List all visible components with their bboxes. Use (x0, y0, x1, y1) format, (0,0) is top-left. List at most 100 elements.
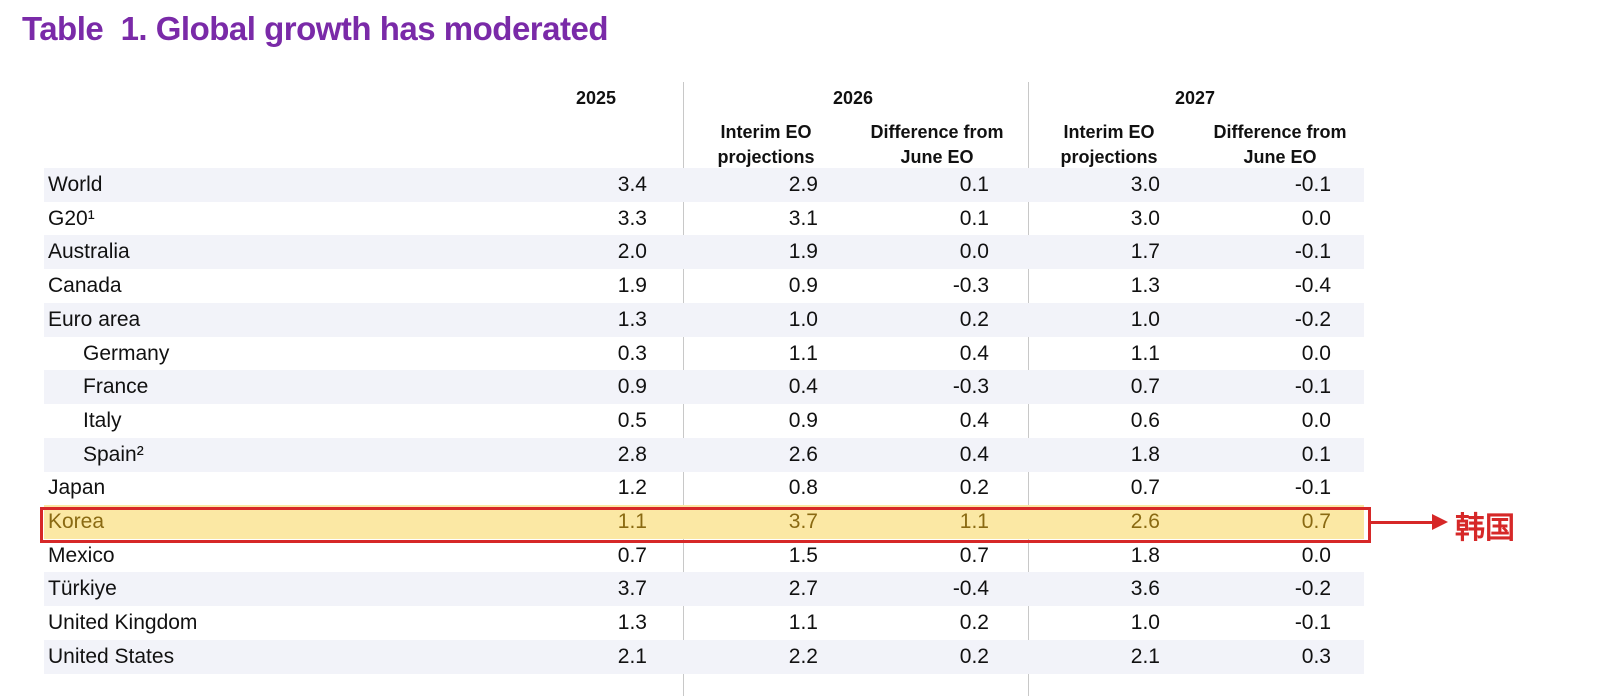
value-cell: 2.6 (1130, 510, 1160, 533)
value-cell: 1.8 (1130, 442, 1160, 466)
table-title: Table 1. Global growth has moderated (22, 10, 609, 47)
value-cell: 0.0 (1301, 206, 1331, 230)
value-cell: 2.0 (617, 240, 647, 264)
row-label: World (48, 173, 103, 196)
value-cell: -0.2 (1294, 307, 1331, 331)
value-cell: -0.3 (952, 274, 989, 298)
value-cell: 0.5 (617, 408, 647, 432)
value-cell: -0.1 (1294, 375, 1331, 399)
header-2026: 2026 (832, 88, 874, 108)
table-row: Korea 1.1 3.7 1.1 2.6 0.7 (44, 505, 1364, 539)
table-row: Japan 1.2 0.8 0.2 0.7 -0.1 (44, 471, 1364, 505)
value-cell: 1.3 (1130, 274, 1160, 298)
table-row: Mexico 0.7 1.5 0.7 1.8 0.0 (44, 539, 1364, 573)
row-label: Spain² (83, 442, 144, 466)
value-cell: 1.0 (1130, 307, 1160, 331)
table-row: Canada 1.9 0.9 -0.3 1.3 -0.4 (44, 269, 1364, 303)
row-label: Australia (48, 240, 130, 264)
value-cell: 0.7 (1130, 375, 1160, 399)
highlight-box (40, 507, 1371, 543)
value-cell: 0.8 (788, 476, 818, 500)
value-cell: 0.2 (959, 476, 989, 500)
value-cell: 1.2 (617, 476, 647, 500)
row-label: G20¹ (48, 206, 95, 230)
value-cell: 1.1 (1130, 341, 1160, 365)
row-label: Japan (48, 476, 106, 500)
value-cell: 3.7 (617, 577, 647, 601)
value-cell: 2.7 (788, 577, 818, 601)
value-cell: -0.2 (1294, 577, 1331, 601)
value-cell: 0.3 (617, 341, 647, 365)
table-row: World 3.4 2.9 0.1 3.0 -0.1 (44, 168, 1364, 202)
value-cell: 1.1 (959, 510, 989, 533)
row-label: Korea (48, 510, 105, 533)
value-cell: 0.4 (959, 442, 989, 466)
arrow-line (1368, 521, 1434, 524)
value-cell: 3.3 (617, 206, 647, 230)
value-cell: 2.1 (617, 644, 647, 668)
value-cell: 1.5 (788, 543, 818, 567)
value-cell: 1.1 (617, 510, 647, 533)
value-cell: 0.4 (959, 408, 989, 432)
header-line: Difference from (1213, 122, 1347, 142)
value-cell: 3.7 (788, 510, 818, 533)
value-cell: -0.1 (1294, 240, 1331, 264)
value-cell: 0.7 (1301, 510, 1331, 533)
value-cell: 1.3 (617, 611, 647, 635)
row-label: Germany (83, 341, 170, 365)
value-cell: 2.6 (788, 442, 818, 466)
value-cell: 0.7 (617, 543, 647, 567)
table-row: Italy 0.5 0.9 0.4 0.6 0.0 (44, 404, 1364, 438)
value-cell: 0.9 (617, 375, 647, 399)
row-label: United States (48, 644, 175, 668)
header-2026-difference: Difference from June EO (857, 120, 1017, 170)
value-cell: 1.0 (788, 307, 818, 331)
value-cell: 0.3 (1301, 644, 1331, 668)
header-line: projections (717, 147, 815, 167)
header-line: Difference from (870, 122, 1004, 142)
row-label: Türkiye (48, 577, 117, 601)
arrow-right-icon (1432, 514, 1448, 530)
value-cell: 0.0 (1301, 408, 1331, 432)
row-label: Mexico (48, 543, 115, 567)
row-label: Euro area (48, 307, 141, 331)
value-cell: 0.2 (959, 644, 989, 668)
header-2027-difference: Difference from June EO (1200, 120, 1360, 170)
value-cell: 3.0 (1130, 206, 1160, 230)
value-cell: 1.1 (788, 611, 818, 635)
table-row: United States 2.1 2.2 0.2 2.1 0.3 (44, 639, 1364, 674)
value-cell: 0.0 (1301, 341, 1331, 365)
header-2026-interim: Interim EO projections (696, 120, 836, 170)
row-label: Italy (83, 408, 122, 432)
value-cell: 3.6 (1130, 577, 1160, 601)
value-cell: -0.3 (952, 375, 989, 399)
value-cell: 0.1 (1301, 442, 1331, 466)
table-row: Türkiye 3.7 2.7 -0.4 3.6 -0.2 (44, 572, 1364, 607)
value-cell: 0.0 (959, 240, 989, 264)
value-cell: 1.7 (1130, 240, 1160, 264)
header-2027-interim: Interim EO projections (1039, 120, 1179, 170)
header-2027: 2027 (1174, 88, 1216, 108)
value-cell: 0.0 (1301, 543, 1331, 567)
header-line: Interim EO (720, 122, 812, 142)
value-cell: -0.4 (952, 577, 989, 601)
table-row: Spain² 2.8 2.6 0.4 1.8 0.1 (44, 437, 1364, 472)
value-cell: -0.4 (1294, 274, 1331, 298)
value-cell: -0.1 (1294, 173, 1331, 196)
value-cell: -0.1 (1294, 476, 1331, 500)
value-cell: 0.4 (959, 341, 989, 365)
table-row: G20¹ 3.3 3.1 0.1 3.0 0.0 (44, 202, 1364, 236)
table-row: Germany 0.3 1.1 0.4 1.1 0.0 (44, 337, 1364, 371)
table-row: Australia 2.0 1.9 0.0 1.7 -0.1 (44, 235, 1364, 270)
row-label: France (83, 375, 149, 399)
value-cell: 1.9 (617, 274, 647, 298)
value-cell: 1.8 (1130, 543, 1160, 567)
header-line: June EO (900, 147, 974, 167)
value-cell: 3.1 (788, 206, 818, 230)
value-cell: 1.3 (617, 307, 647, 331)
value-cell: 2.8 (617, 442, 647, 466)
value-cell: 0.6 (1130, 408, 1160, 432)
header-line: June EO (1243, 147, 1317, 167)
value-cell: 3.0 (1130, 173, 1160, 196)
table-row: France 0.9 0.4 -0.3 0.7 -0.1 (44, 370, 1364, 405)
